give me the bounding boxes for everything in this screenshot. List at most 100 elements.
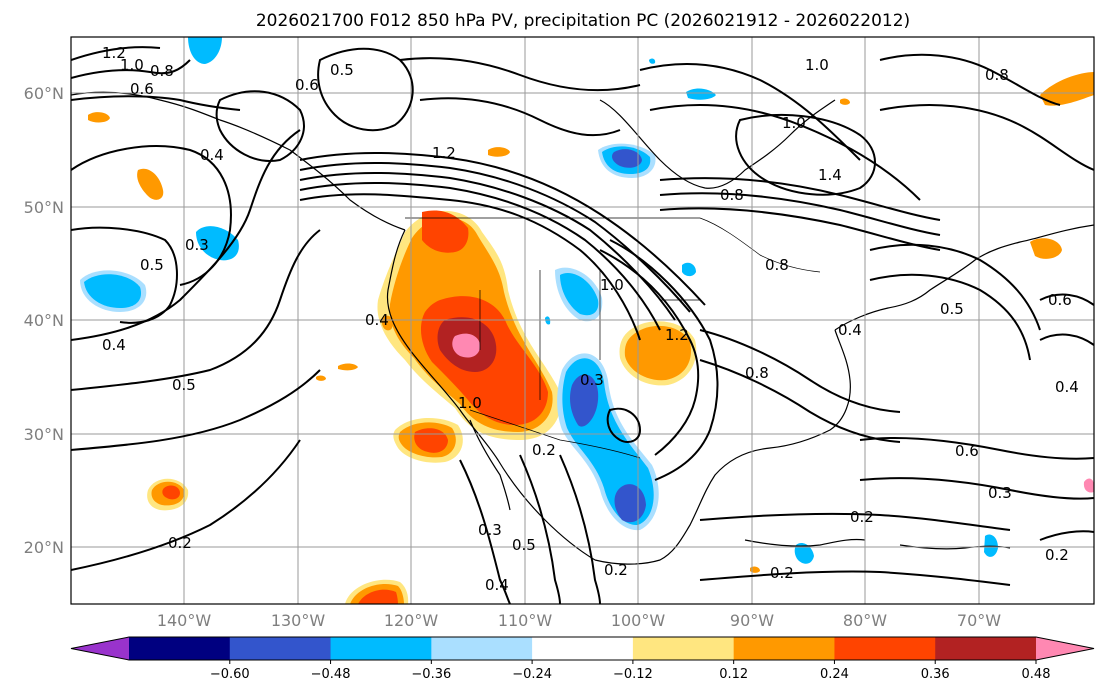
- lon-label-70w: 70°W: [957, 611, 1001, 630]
- colorbar-tick-label: −0.24: [512, 667, 552, 682]
- neg-anomaly-rockies-blue: [560, 272, 599, 316]
- neg-anomaly-small-4: [649, 58, 656, 64]
- neg-anomaly-caribbean: [794, 543, 814, 564]
- anomaly-small-a: [338, 363, 358, 371]
- contour-label: 0.3: [580, 371, 604, 389]
- contour-label: 0.5: [330, 61, 354, 79]
- colorbar-extend-max: [1036, 637, 1094, 660]
- neg-anomaly-alaska-top: [188, 37, 222, 64]
- colorbar-segment: [431, 637, 533, 660]
- anomaly-pink-se: [1083, 478, 1094, 493]
- contour-label: 0.3: [185, 236, 209, 254]
- colorbar-segment: [229, 637, 332, 660]
- colorbar-tick-label: −0.60: [210, 667, 250, 682]
- contour-label: 1.0: [458, 394, 482, 412]
- contour-label: 0.2: [168, 534, 192, 552]
- contour-label: 0.8: [745, 364, 769, 382]
- colorbar-segment: [532, 637, 634, 660]
- contour-label: 0.2: [604, 561, 628, 579]
- lat-label-50n: 50°N: [24, 198, 64, 217]
- contour-label: 1.0: [805, 56, 829, 74]
- contour-label: 0.2: [770, 564, 794, 582]
- contour-label: 0.5: [512, 536, 536, 554]
- contour-label: 0.5: [940, 300, 964, 318]
- anomaly-small-e: [381, 315, 393, 331]
- lon-label-120w: 120°W: [384, 611, 439, 630]
- contour-label: 0.4: [838, 321, 862, 339]
- neg-anomaly-pacific-blue: [84, 274, 142, 308]
- lon-label-80w: 80°W: [843, 611, 887, 630]
- contour-label: 0.8: [720, 186, 744, 204]
- neg-anomaly-mexico-dark: [570, 374, 646, 523]
- map-panel: 1.2 1.0 0.8 0.6 0.6 0.5 0.4 0.3 0.5 0.4 …: [71, 37, 1094, 604]
- anomaly-ne-spot: [1030, 238, 1062, 259]
- colorbar-tick-label: 0.48: [1022, 667, 1051, 682]
- contour-label: 1.2: [665, 326, 689, 344]
- contour-labels: 1.2 1.0 0.8 0.6 0.6 0.5 0.4 0.3 0.5 0.4 …: [102, 44, 1079, 594]
- contour-label: 1.2: [432, 144, 456, 162]
- contour-label: 0.2: [850, 508, 874, 526]
- orange-anomaly-central: [624, 325, 691, 381]
- contour-label: 0.6: [295, 76, 319, 94]
- anomaly-small-d: [840, 98, 850, 105]
- colorbar-tick-label: 0.36: [921, 667, 950, 682]
- lon-label-110w: 110°W: [498, 611, 553, 630]
- colorbar-tick-label: −0.36: [411, 667, 451, 682]
- contour-label: 1.0: [782, 114, 806, 132]
- longitude-labels: 140°W 130°W 120°W 110°W 100°W 90°W 80°W …: [157, 611, 1001, 630]
- anomaly-gulf-alaska: [137, 168, 164, 200]
- map-frame: [70, 36, 1095, 605]
- anomaly-nw-spot: [488, 147, 510, 157]
- contour-label: 0.2: [1045, 546, 1069, 564]
- anomaly-pacific-sw-red: [162, 485, 180, 500]
- contour-label: 1.0: [120, 56, 144, 74]
- neg-anomaly-hudson-dark: [612, 149, 642, 168]
- lon-label-140w: 140°W: [157, 611, 212, 630]
- colorbar-tick-label: 0.12: [719, 667, 748, 682]
- lat-label-20n: 20°N: [24, 538, 64, 557]
- contour-label: 0.3: [988, 484, 1012, 502]
- anomaly-bottom-red: [358, 589, 398, 604]
- contour-label: 1.0: [600, 276, 624, 294]
- neg-anomaly-small-1: [682, 262, 696, 277]
- colorbar-segment: [330, 637, 432, 660]
- contour-label: 0.5: [140, 256, 164, 274]
- contour-label: 0.4: [1055, 378, 1079, 396]
- contour-label: 1.2: [102, 44, 126, 62]
- lat-label-40n: 40°N: [24, 311, 64, 330]
- neg-anomaly-small-2: [686, 88, 716, 100]
- colorbar-segment: [834, 637, 936, 660]
- contour-label: 0.5: [172, 376, 196, 394]
- colorbar-outline: [70, 636, 1095, 661]
- anomaly-ne-canada: [1040, 72, 1094, 106]
- colorbar-segment: [935, 637, 1037, 660]
- colorbar-tick-label: −0.48: [311, 667, 351, 682]
- contour-label: 0.6: [955, 442, 979, 460]
- contour-label: 0.6: [130, 80, 154, 98]
- colorbar: −0.60 −0.48 −0.36 −0.24 −0.12 0.12 0.24 0.36 0.4…: [70, 636, 1095, 682]
- pink-anomaly-west: [452, 333, 480, 358]
- lon-label-90w: 90°W: [730, 611, 774, 630]
- colorbar-extend-min: [71, 637, 129, 660]
- colorbar-segment: [632, 637, 735, 660]
- contour-label: 0.3: [478, 521, 502, 539]
- contour-label: 0.2: [532, 441, 556, 459]
- contour-label: 0.4: [365, 311, 389, 329]
- colorbar-tick-label: −0.12: [613, 667, 653, 682]
- pv-contours: [71, 46, 1094, 604]
- contour-label: 1.4: [818, 166, 842, 184]
- figure-title: 2026021700 F012 850 hPa PV, precipitatio…: [256, 11, 910, 31]
- colorbar-tick-label: 0.24: [820, 667, 849, 682]
- colorbar-segment: [733, 637, 835, 660]
- contour-label: 0.8: [765, 256, 789, 274]
- contour-label: 0.8: [150, 62, 174, 80]
- contour-label: 0.4: [200, 146, 224, 164]
- lat-label-30n: 30°N: [24, 425, 64, 444]
- contour-label: 0.4: [485, 576, 509, 594]
- lon-label-130w: 130°W: [271, 611, 326, 630]
- contour-label: 0.8: [985, 66, 1009, 84]
- contour-label: 0.4: [102, 336, 126, 354]
- contour-label: 0.6: [1048, 291, 1072, 309]
- lon-label-100w: 100°W: [611, 611, 666, 630]
